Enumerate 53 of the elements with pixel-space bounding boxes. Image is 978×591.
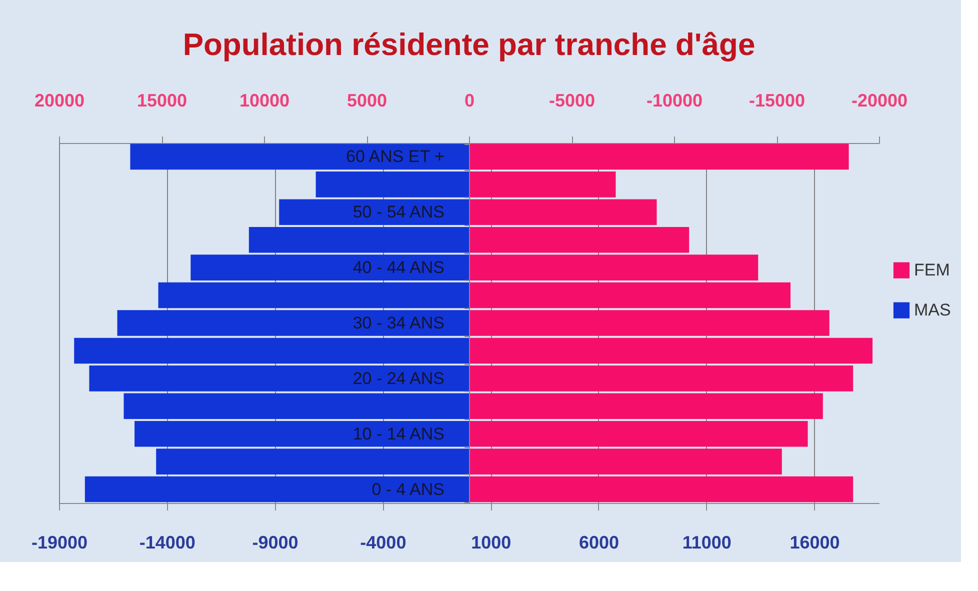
bar <box>248 226 469 253</box>
bar <box>74 338 469 364</box>
x2-tick-label: -5000 <box>548 90 596 110</box>
bar <box>469 254 758 280</box>
bar <box>469 366 854 392</box>
x2-tick-label: 15000 <box>136 90 188 110</box>
bar <box>469 144 849 170</box>
bar <box>158 282 469 308</box>
x-tick-label: -9000 <box>252 532 298 552</box>
bar <box>130 144 469 170</box>
y-tick-label: 30 - 34 ANS <box>352 314 444 332</box>
y-tick-label: 10 - 14 ANS <box>352 424 444 444</box>
legend-label: FEM <box>914 260 950 280</box>
y-tick-label: 0 - 4 ANS <box>372 480 444 499</box>
bar <box>279 199 469 226</box>
x-tick-label: 11000 <box>682 532 732 552</box>
x2-tick-label: 20000 <box>34 90 85 110</box>
bar <box>156 448 469 474</box>
legend-label: MAS <box>914 300 951 320</box>
bar <box>469 226 690 253</box>
bar <box>117 310 469 336</box>
x-tick-label: -14000 <box>139 532 196 552</box>
x2-tick-label: -10000 <box>646 90 703 110</box>
x2-tick-label: 10000 <box>239 90 290 110</box>
bar <box>469 448 782 474</box>
y-tick-label: 20 - 24 ANS <box>352 368 444 388</box>
bar <box>469 420 808 447</box>
bar <box>469 338 873 364</box>
bar <box>84 476 469 502</box>
bar <box>469 172 616 198</box>
x2-tick-label: 5000 <box>346 90 388 110</box>
x2-tick-label: -20000 <box>851 90 908 110</box>
bar <box>469 282 791 308</box>
bar <box>469 476 854 502</box>
x2-tick-label: 0 <box>464 90 475 110</box>
x-tick-label: 6000 <box>578 532 619 552</box>
bar <box>316 172 469 198</box>
x-tick-label: 1000 <box>471 532 512 552</box>
bar <box>469 310 830 336</box>
y-tick-label: 40 - 44 ANS <box>352 258 444 278</box>
chart-title: Population résidente par tranche d'âge <box>182 27 756 62</box>
bar <box>134 420 469 447</box>
x2-tick-label: -15000 <box>748 90 806 110</box>
y-tick-label: 60 ANS ET + <box>346 147 445 166</box>
x-tick-label: -19000 <box>31 532 88 552</box>
bar <box>124 393 469 420</box>
y-tick-label: 50 - 54 ANS <box>352 202 444 222</box>
x-tick-label: -4000 <box>360 532 406 552</box>
bar <box>190 254 469 280</box>
x-tick-label: 16000 <box>790 532 840 552</box>
bar <box>469 393 823 420</box>
bar <box>89 366 469 392</box>
bar <box>469 199 657 226</box>
